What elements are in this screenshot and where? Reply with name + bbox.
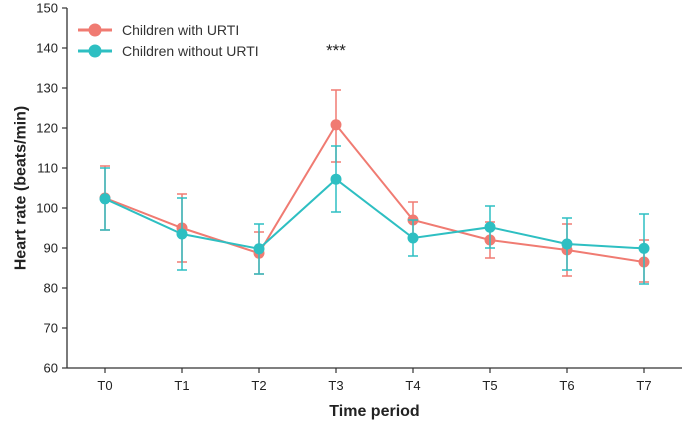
data-point <box>638 242 650 254</box>
series-layer <box>99 89 650 285</box>
data-point <box>330 173 342 185</box>
y-tick-label: 70 <box>44 321 58 336</box>
axes <box>66 8 682 369</box>
x-tick-label: T2 <box>251 378 266 393</box>
data-point <box>330 119 342 131</box>
y-axis-ticks: 60 70 80 90 100 110 120 130 140 150 <box>36 1 67 376</box>
x-tick-label: T5 <box>482 378 497 393</box>
x-tick-label: T0 <box>97 378 112 393</box>
annotations: *** <box>326 41 346 60</box>
y-tick-label: 130 <box>36 81 58 96</box>
legend-marker <box>88 44 102 58</box>
legend-marker <box>88 23 102 37</box>
x-axis-ticks: T0 T1 T2 T3 T4 T5 T6 T7 <box>97 368 652 393</box>
y-tick-label: 120 <box>36 121 58 136</box>
y-tick-label: 90 <box>44 241 58 256</box>
y-tick-label: 80 <box>44 281 58 296</box>
series-2 <box>99 145 650 285</box>
significance-annotation: *** <box>326 41 346 60</box>
data-point <box>99 193 111 205</box>
x-tick-label: T7 <box>636 378 651 393</box>
x-tick-label: T6 <box>559 378 574 393</box>
y-tick-label: 110 <box>37 161 58 176</box>
x-tick-label: T4 <box>405 378 420 393</box>
y-tick-label: 140 <box>36 41 58 56</box>
data-point <box>407 232 419 244</box>
legend-label: Children with URTI <box>122 22 239 38</box>
y-tick-label: 150 <box>36 1 58 16</box>
series-line <box>104 123 645 263</box>
y-tick-label: 100 <box>36 201 58 216</box>
data-point <box>484 221 496 233</box>
y-axis-title: Heart rate (beats/min) <box>13 106 30 271</box>
data-point <box>176 228 188 240</box>
x-axis-title: Time period <box>329 403 419 420</box>
x-tick-label: T3 <box>328 378 343 393</box>
series-line <box>104 177 645 250</box>
legend-label: Children without URTI <box>122 43 259 59</box>
data-point <box>253 243 265 255</box>
data-point <box>561 238 573 250</box>
legend: Children with URTI Children without URTI <box>78 22 259 59</box>
x-tick-label: T1 <box>174 378 189 393</box>
y-tick-label: 60 <box>44 361 58 376</box>
